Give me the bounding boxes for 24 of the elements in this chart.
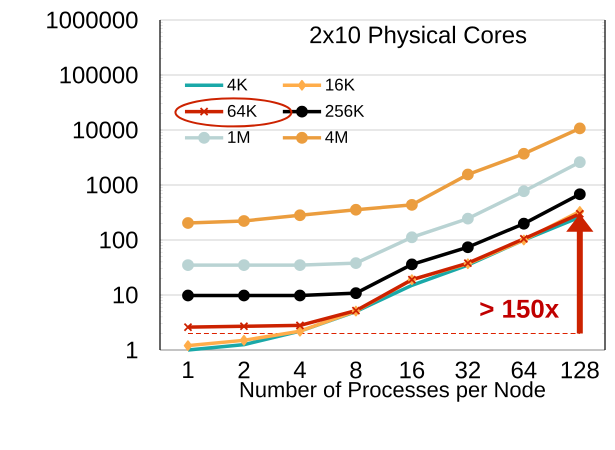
- y-tick-label: 1000: [87, 176, 138, 194]
- x-tick-label: 128: [562, 362, 599, 378]
- y-tick-label: 1000000: [47, 12, 138, 28]
- legend-label: 256K: [326, 104, 364, 117]
- annotation: > 150x: [480, 300, 559, 318]
- x-tick-label: 4: [294, 362, 306, 378]
- legend-label: 4K: [227, 78, 248, 90]
- x-tick-label: 64: [512, 362, 536, 378]
- y-tick-label: 10000: [74, 122, 138, 138]
- x-tick-label: 32: [455, 362, 480, 378]
- x-tick-label: 8: [350, 362, 362, 378]
- y-tick-label: 10: [114, 286, 138, 304]
- chart-title: 2x10 Physical Cores: [310, 26, 526, 48]
- x-axis-title: Number of Processes per Node: [240, 381, 545, 402]
- y-tick-label: 1: [127, 342, 138, 358]
- y-tick-label: 100000: [60, 66, 138, 84]
- x-tick-label: 16: [400, 362, 424, 378]
- legend-label: 64K: [228, 104, 257, 117]
- legend-label: 16K: [326, 78, 355, 91]
- y-tick-label: 100: [100, 232, 138, 248]
- x-tick-label: 2: [238, 362, 250, 378]
- x-tick-label: 1: [183, 362, 194, 378]
- legend-label: 4M: [325, 131, 347, 143]
- legend-label: 1M: [228, 131, 250, 143]
